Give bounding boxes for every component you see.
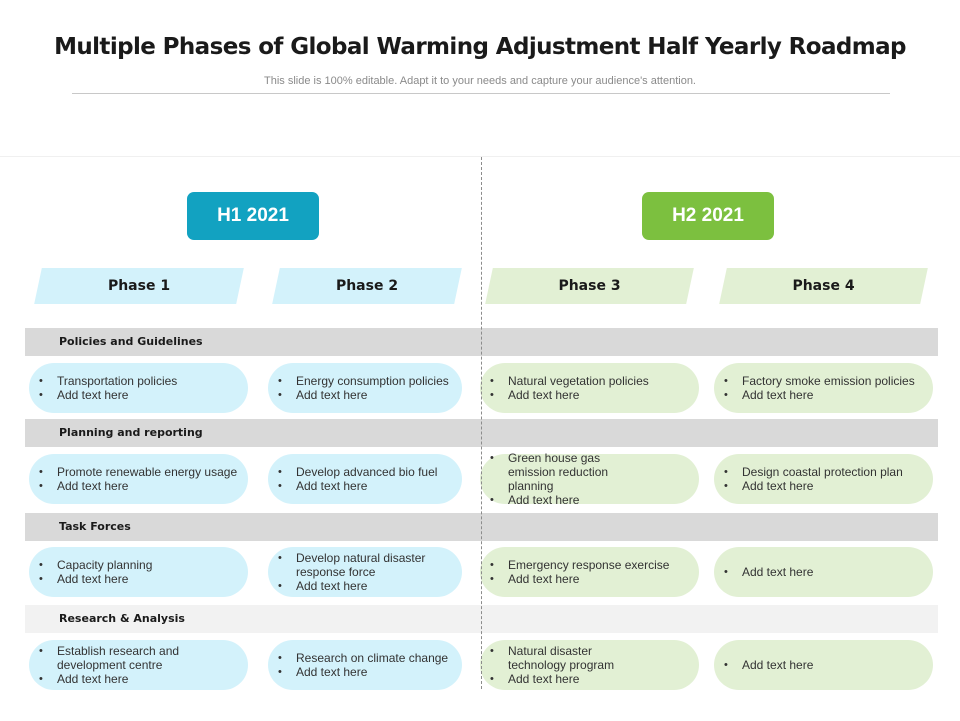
cell-task-forces-phase-1: Capacity planningAdd text here <box>29 547 248 597</box>
section-title: Policies and Guidelines <box>59 335 203 348</box>
phase-label: Phase 4 <box>792 278 855 294</box>
list-item: Add text here <box>488 388 649 402</box>
phase-header-3: Phase 3 <box>485 268 694 304</box>
list-item: Add text here <box>37 572 152 586</box>
title-divider <box>72 93 890 94</box>
cell-planning-phase-2: Develop advanced bio fuelAdd text here <box>268 454 462 504</box>
phase-header-1: Phase 1 <box>34 268 244 304</box>
list-item: Add text here <box>488 493 648 507</box>
list-item: Add text here <box>722 479 903 493</box>
list-item: Establish research and development centr… <box>37 644 197 672</box>
list-item: Factory smoke emission policies <box>722 374 915 388</box>
section-title: Task Forces <box>59 520 131 533</box>
half-badge-h1: H1 2021 <box>187 192 319 240</box>
list-item: Add text here <box>276 579 426 593</box>
list-item: Develop natural disaster response force <box>276 551 426 579</box>
list-item: Transportation policies <box>37 374 177 388</box>
cell-planning-phase-3: Green house gas emission reduction plann… <box>480 451 699 507</box>
cell-task-forces-phase-3: Emergency response exerciseAdd text here <box>480 547 699 597</box>
cell-research-phase-3: Natural disaster technology programAdd t… <box>480 640 699 690</box>
phase-label: Phase 1 <box>107 278 171 294</box>
list-item: Emergency response exercise <box>488 558 669 572</box>
half-badge-h2: H2 2021 <box>642 192 774 240</box>
list-item: Add text here <box>37 672 197 686</box>
list-item: Add text here <box>276 665 448 679</box>
cell-policies-phase-2: Energy consumption policiesAdd text here <box>268 363 462 413</box>
phase-header-2: Phase 2 <box>272 268 462 304</box>
list-item: Promote renewable energy usage <box>37 465 237 479</box>
cell-planning-phase-4: Design coastal protection planAdd text h… <box>714 454 933 504</box>
cell-policies-phase-3: Natural vegetation policiesAdd text here <box>480 363 699 413</box>
section-title: Research & Analysis <box>59 612 185 625</box>
list-item: Add text here <box>488 572 669 586</box>
cell-policies-phase-1: Transportation policiesAdd text here <box>29 363 248 413</box>
list-item: Research on climate change <box>276 651 448 665</box>
cell-task-forces-phase-2: Develop natural disaster response forceA… <box>268 547 462 597</box>
cell-task-forces-phase-4: Add text here <box>714 547 933 597</box>
list-item: Add text here <box>37 479 237 493</box>
cell-policies-phase-4: Factory smoke emission policiesAdd text … <box>714 363 933 413</box>
list-item: Green house gas emission reduction plann… <box>488 451 648 493</box>
slide-title: Multiple Phases of Global Warming Adjust… <box>54 34 906 60</box>
list-item: Natural disaster technology program <box>488 644 623 672</box>
list-item: Capacity planning <box>37 558 152 572</box>
list-item: Develop advanced bio fuel <box>276 465 437 479</box>
section-title: Planning and reporting <box>59 426 203 439</box>
slide-subtitle: This slide is 100% editable. Adapt it to… <box>264 75 696 87</box>
list-item: Add text here <box>488 672 623 686</box>
phase-label: Phase 3 <box>558 278 621 294</box>
list-item: Add text here <box>276 388 449 402</box>
list-item: Add text here <box>722 565 813 579</box>
list-item: Add text here <box>276 479 437 493</box>
phase-label: Phase 2 <box>335 278 399 294</box>
list-item: Natural vegetation policies <box>488 374 649 388</box>
cell-planning-phase-1: Promote renewable energy usageAdd text h… <box>29 454 248 504</box>
list-item: Design coastal protection plan <box>722 465 903 479</box>
cell-research-phase-2: Research on climate changeAdd text here <box>268 640 462 690</box>
cell-research-phase-1: Establish research and development centr… <box>29 640 248 690</box>
list-item: Add text here <box>722 658 813 672</box>
cell-research-phase-4: Add text here <box>714 640 933 690</box>
list-item: Energy consumption policies <box>276 374 449 388</box>
list-item: Add text here <box>37 388 177 402</box>
list-item: Add text here <box>722 388 915 402</box>
phase-header-4: Phase 4 <box>719 268 928 304</box>
half-divider-line <box>481 157 482 689</box>
